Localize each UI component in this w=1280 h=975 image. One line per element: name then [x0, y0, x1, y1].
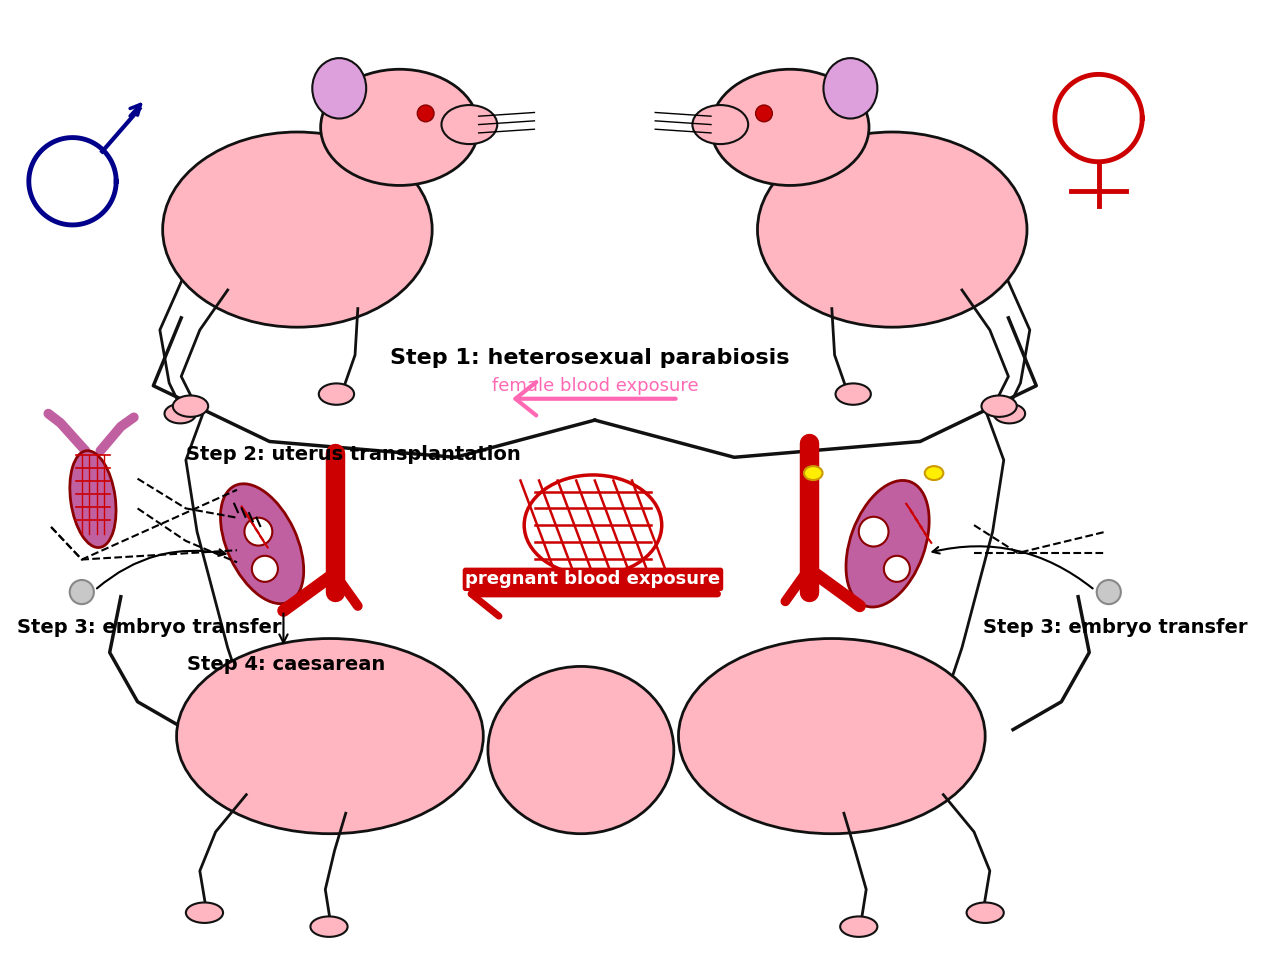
Ellipse shape	[312, 58, 366, 119]
Ellipse shape	[710, 69, 869, 185]
Ellipse shape	[823, 58, 877, 119]
Text: female blood exposure: female blood exposure	[492, 377, 698, 395]
Ellipse shape	[321, 69, 479, 185]
Text: Step 1: heterosexual parabiosis: Step 1: heterosexual parabiosis	[390, 348, 790, 368]
Ellipse shape	[186, 903, 223, 923]
Ellipse shape	[836, 383, 870, 405]
Circle shape	[859, 517, 888, 547]
Ellipse shape	[163, 132, 433, 328]
FancyArrowPatch shape	[516, 382, 676, 415]
Circle shape	[755, 105, 772, 122]
Ellipse shape	[70, 450, 116, 548]
Ellipse shape	[924, 466, 943, 480]
Circle shape	[252, 556, 278, 582]
Text: Step 3: embryo transfer: Step 3: embryo transfer	[17, 618, 282, 637]
Ellipse shape	[840, 916, 877, 937]
Ellipse shape	[488, 666, 673, 834]
Ellipse shape	[846, 481, 929, 607]
Ellipse shape	[442, 105, 497, 144]
Ellipse shape	[966, 903, 1004, 923]
Ellipse shape	[678, 639, 986, 834]
Text: Step 2: uterus transplantation: Step 2: uterus transplantation	[186, 445, 521, 464]
Circle shape	[417, 105, 434, 122]
Ellipse shape	[319, 383, 355, 405]
Ellipse shape	[165, 404, 196, 423]
FancyArrowPatch shape	[471, 571, 718, 616]
Text: Step 3: embryo transfer: Step 3: embryo transfer	[983, 618, 1248, 637]
Circle shape	[69, 580, 93, 604]
Ellipse shape	[982, 396, 1016, 417]
Ellipse shape	[177, 639, 484, 834]
Circle shape	[244, 518, 273, 546]
Ellipse shape	[758, 132, 1027, 328]
Text: pregnant blood exposure: pregnant blood exposure	[466, 570, 721, 588]
Ellipse shape	[804, 466, 823, 480]
Ellipse shape	[220, 484, 303, 604]
Text: Step 4: caesarean: Step 4: caesarean	[187, 655, 385, 674]
Circle shape	[884, 556, 910, 582]
Ellipse shape	[173, 396, 209, 417]
Ellipse shape	[692, 105, 749, 144]
Ellipse shape	[311, 916, 348, 937]
Circle shape	[1097, 580, 1121, 604]
Ellipse shape	[993, 404, 1025, 423]
